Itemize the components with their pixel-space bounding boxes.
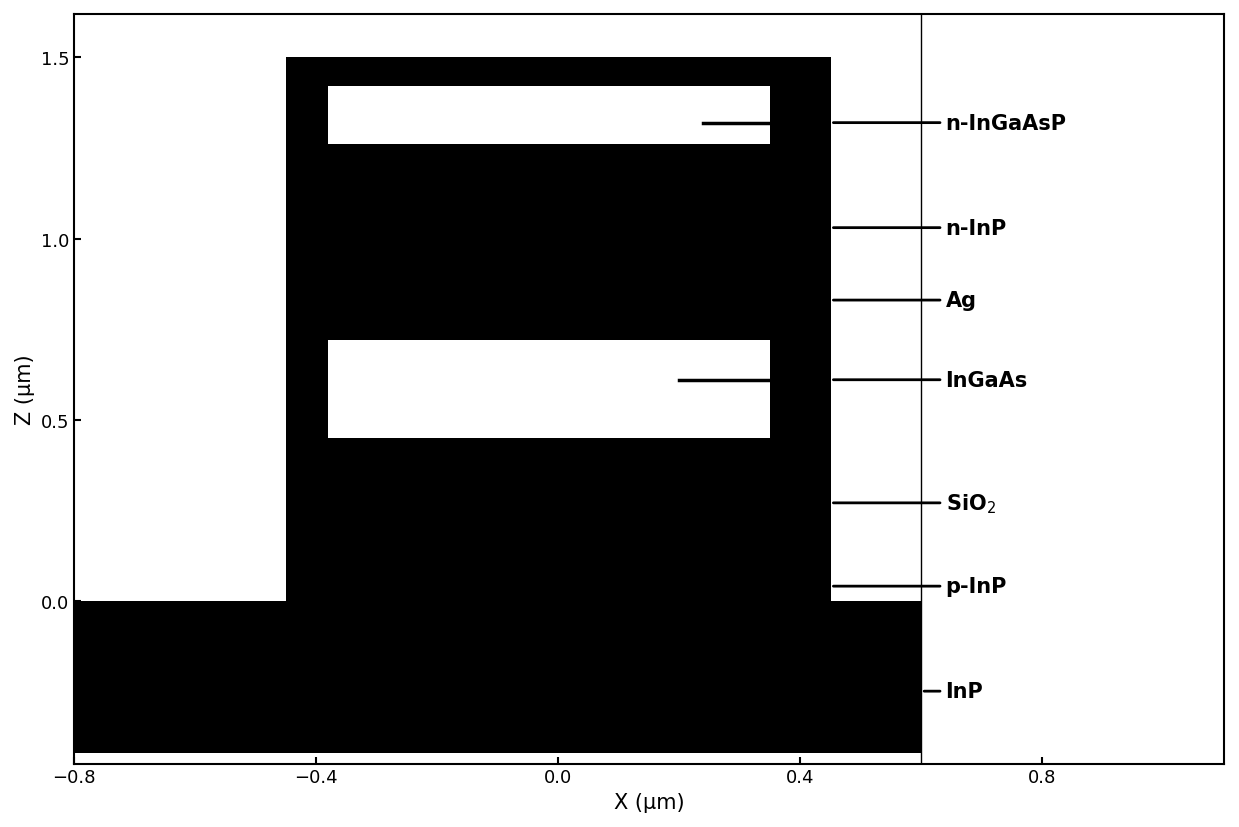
Bar xyxy=(286,59,830,601)
X-axis label: X (μm): X (μm) xyxy=(613,792,684,812)
Text: InGaAs: InGaAs xyxy=(834,370,1028,390)
Text: Ag: Ag xyxy=(834,291,976,311)
Y-axis label: Z (μm): Z (μm) xyxy=(15,354,35,424)
Text: InP: InP xyxy=(924,681,984,701)
Text: n-InP: n-InP xyxy=(834,218,1007,238)
Bar xyxy=(74,601,922,753)
Bar xyxy=(328,88,771,146)
Text: p-InP: p-InP xyxy=(834,576,1007,596)
Bar xyxy=(328,341,771,438)
Text: SiO$_2$: SiO$_2$ xyxy=(834,491,996,515)
Text: n-InGaAsP: n-InGaAsP xyxy=(834,113,1067,133)
